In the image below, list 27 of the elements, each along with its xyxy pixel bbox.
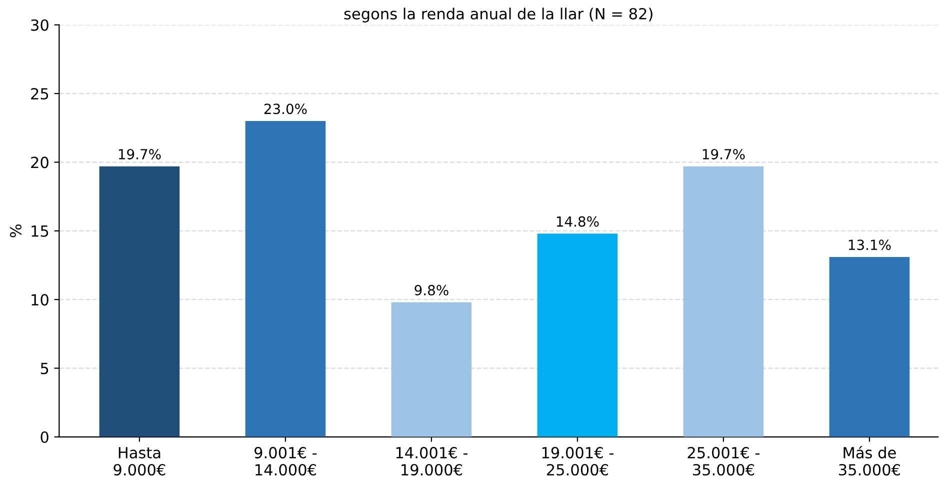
y-tick-label: 20 [31, 156, 48, 168]
y-tick-label: 30 [31, 19, 48, 31]
x-tick-label: Más de 35.000€ [839, 446, 900, 476]
y-tick-label: 5 [40, 362, 48, 374]
x-tick-label: 19.001€ - 25.000€ [542, 446, 614, 476]
x-tick-label: 25.001€ - 35.000€ [688, 446, 760, 476]
chart-title: segons la renda anual de la llar (N = 82) [344, 8, 652, 22]
data-label: 23.0% [264, 104, 307, 114]
bar [829, 256, 910, 437]
bar [537, 234, 618, 437]
bar [391, 302, 472, 437]
y-axis-title: % [10, 224, 22, 238]
data-label: 14.8% [556, 216, 599, 227]
y-tick-label: 15 [32, 226, 48, 237]
data-label: 9.8% [414, 284, 448, 296]
y-tick-label: 0 [40, 431, 48, 443]
y-tick-label: 25 [31, 88, 48, 100]
bar [683, 166, 764, 437]
bar [245, 121, 326, 437]
data-label: 19.7% [702, 148, 745, 160]
bar [99, 166, 180, 437]
x-tick-label: 9.001€ - 14.000€ [254, 446, 317, 476]
x-tick-label: 14.001€ - 19.000€ [396, 446, 468, 476]
data-label: 19.7% [118, 148, 161, 160]
data-label: 13.1% [848, 240, 891, 250]
y-tick-label: 10 [32, 294, 48, 306]
x-tick-label: Hasta 9.000€ [114, 447, 166, 476]
